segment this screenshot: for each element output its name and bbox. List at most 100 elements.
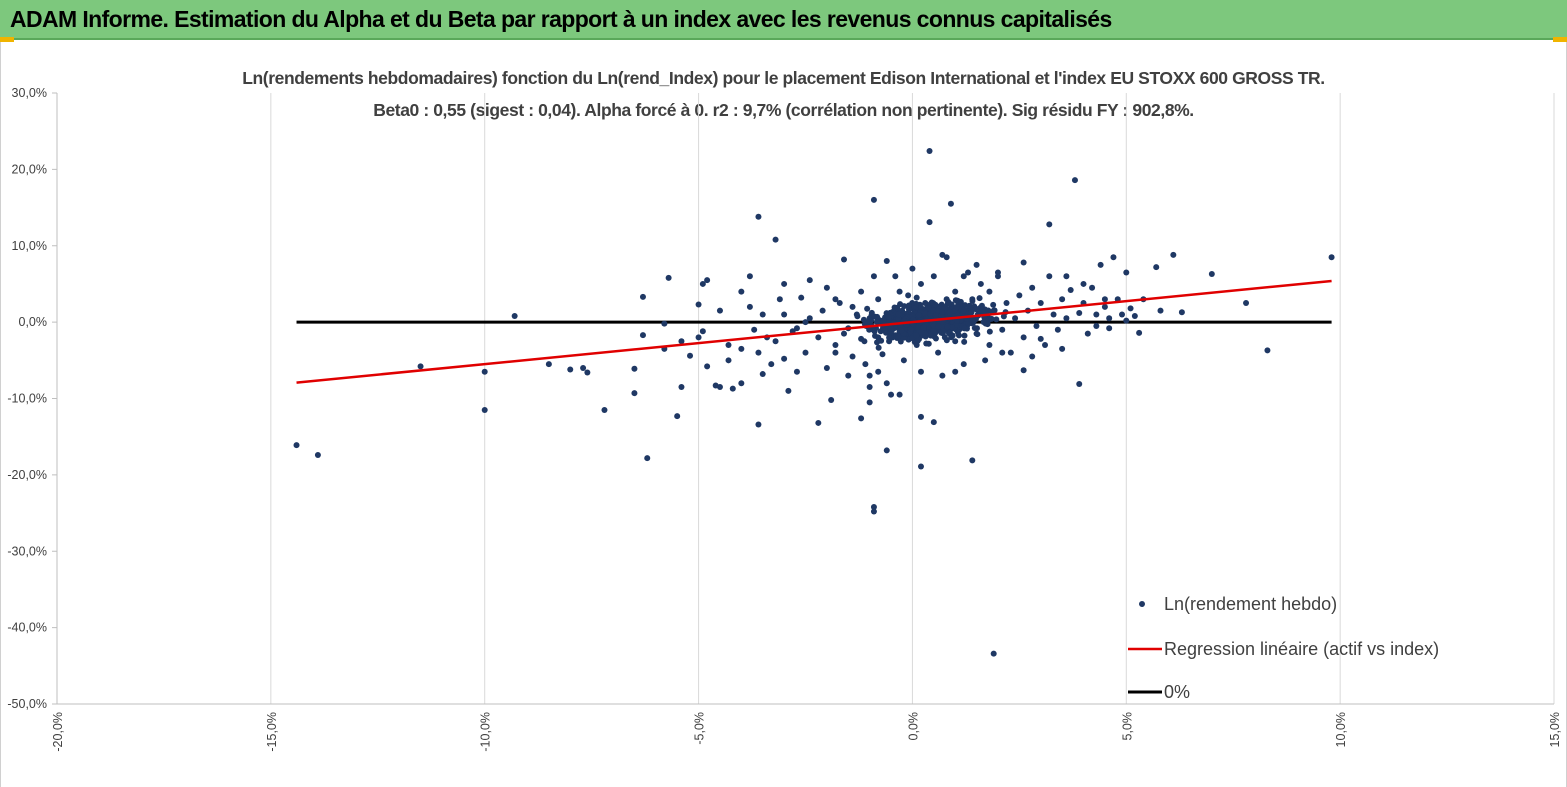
data-point [1131, 313, 1138, 320]
data-point [878, 337, 885, 344]
data-point [907, 326, 914, 333]
data-point [716, 307, 723, 314]
data-point [1243, 300, 1250, 307]
data-point [926, 148, 933, 155]
data-point [993, 316, 1000, 323]
data-point [1328, 254, 1335, 261]
data-point [900, 357, 907, 364]
data-point [917, 280, 924, 287]
data-point [314, 452, 321, 459]
data-point [986, 342, 993, 349]
data-point [1067, 287, 1074, 294]
data-point [481, 368, 488, 375]
x-tick-label: -15,0% [265, 712, 279, 752]
data-point [725, 357, 732, 364]
data-point [678, 384, 685, 391]
data-point [1080, 280, 1087, 287]
data-points [293, 148, 1335, 657]
data-point [832, 296, 839, 303]
data-point [917, 368, 924, 375]
data-point [687, 352, 694, 359]
data-point [926, 219, 933, 226]
data-point [823, 364, 830, 371]
data-point [870, 273, 877, 280]
data-point [759, 371, 766, 378]
data-point [875, 344, 882, 351]
data-point [1063, 315, 1070, 322]
data-point [909, 335, 916, 342]
data-point [880, 317, 887, 324]
data-point [1033, 322, 1040, 329]
data-point [941, 334, 948, 341]
data-point [935, 323, 942, 330]
data-point [1029, 284, 1036, 291]
data-point [862, 361, 869, 368]
data-point [886, 334, 893, 341]
data-point [918, 304, 925, 311]
data-point [1059, 345, 1066, 352]
data-point [913, 294, 920, 301]
data-point [1101, 296, 1108, 303]
data-point [802, 349, 809, 356]
data-point [1046, 273, 1053, 280]
y-tick-label: -10,0% [7, 392, 47, 406]
data-point [962, 302, 969, 309]
data-point [1101, 303, 1108, 310]
data-point [965, 269, 972, 276]
data-point [738, 288, 745, 295]
x-tick-label: 10,0% [1334, 712, 1348, 747]
data-point [695, 334, 702, 341]
banner-corner-left [0, 37, 14, 42]
data-point [870, 196, 877, 203]
y-tick-label: -50,0% [7, 697, 47, 711]
data-point [974, 331, 981, 338]
data-point [909, 265, 916, 272]
data-point [815, 334, 822, 341]
y-tick-label: 10,0% [12, 239, 47, 253]
data-point [751, 326, 758, 333]
data-point [738, 345, 745, 352]
data-point [1093, 311, 1100, 318]
data-point [1136, 329, 1143, 336]
y-tick-label: 30,0% [12, 86, 47, 100]
data-point [977, 280, 984, 287]
data-point [639, 332, 646, 339]
data-point [988, 315, 995, 322]
legend-swatch-points [1139, 601, 1145, 607]
data-point [819, 307, 826, 314]
data-point [699, 280, 706, 287]
data-point [631, 365, 638, 372]
data-point [895, 311, 902, 318]
data-point [927, 332, 934, 339]
data-point [971, 324, 978, 331]
x-tick-label: -10,0% [479, 712, 493, 752]
data-point [793, 368, 800, 375]
data-point [1020, 334, 1027, 341]
data-point [678, 338, 685, 345]
data-point [665, 274, 672, 281]
data-point [930, 273, 937, 280]
data-point [986, 288, 993, 295]
data-point [1153, 264, 1160, 271]
data-point [802, 319, 809, 326]
data-point [781, 280, 788, 287]
y-tick-label: -30,0% [7, 544, 47, 558]
data-point [768, 361, 775, 368]
data-point [870, 503, 877, 510]
data-point [776, 296, 783, 303]
data-point [969, 297, 976, 304]
data-point [948, 324, 955, 331]
data-point [883, 258, 890, 265]
data-point [1076, 309, 1083, 316]
data-point [481, 406, 488, 413]
data-point [870, 508, 877, 515]
data-point [1089, 284, 1096, 291]
data-point [755, 349, 762, 356]
data-point [930, 307, 937, 314]
data-point [944, 323, 951, 330]
data-point [806, 315, 813, 322]
x-tick-label: 5,0% [1120, 712, 1134, 741]
data-point [866, 372, 873, 379]
data-point [969, 457, 976, 464]
data-point [953, 304, 960, 311]
